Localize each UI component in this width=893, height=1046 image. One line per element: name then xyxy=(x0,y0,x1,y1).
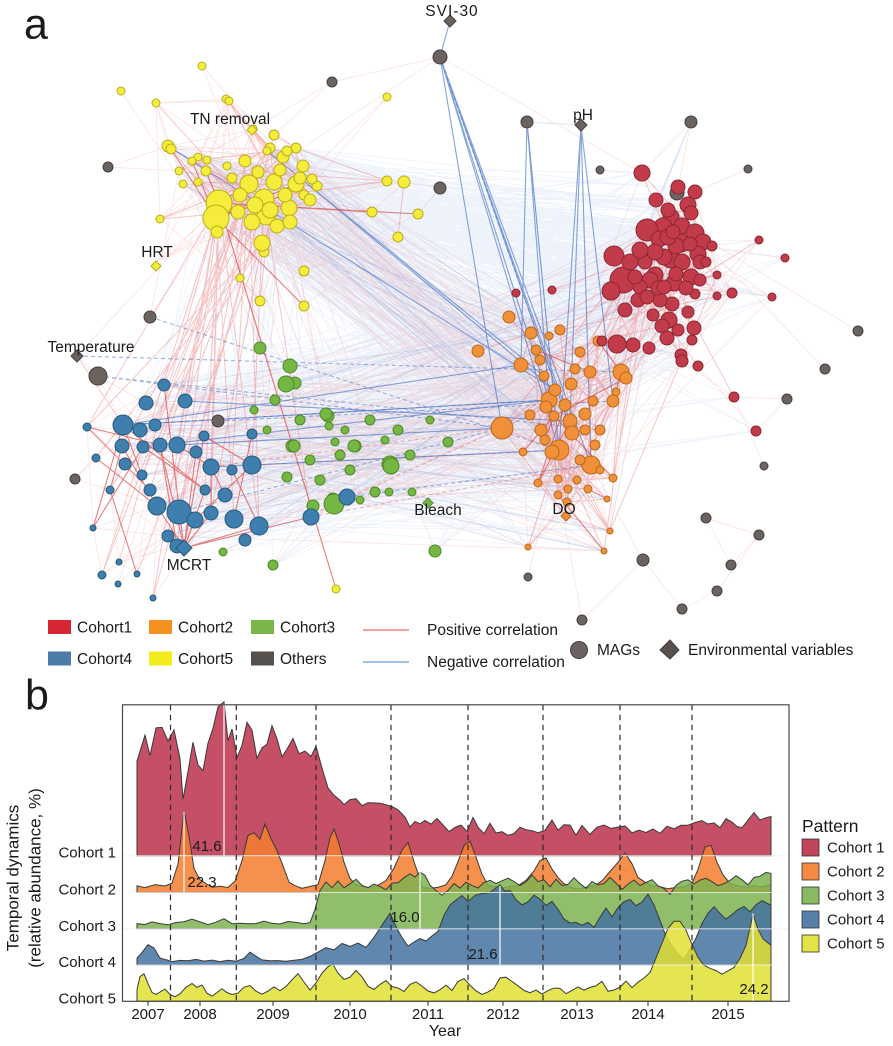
svg-text:2011: 2011 xyxy=(412,1006,444,1023)
svg-text:Cohort1: Cohort1 xyxy=(77,620,132,637)
svg-text:Cohort 5: Cohort 5 xyxy=(58,990,116,1007)
svg-text:Negative correlation: Negative correlation xyxy=(427,654,565,671)
svg-text:TN removal: TN removal xyxy=(190,111,270,128)
svg-text:Cohort 1: Cohort 1 xyxy=(58,845,116,862)
svg-text:Year: Year xyxy=(429,1023,462,1040)
svg-text:2012: 2012 xyxy=(486,1006,519,1023)
svg-text:Cohort2: Cohort2 xyxy=(178,620,233,637)
svg-text:24.2: 24.2 xyxy=(739,981,768,998)
svg-text:Cohort3: Cohort3 xyxy=(280,620,335,637)
svg-text:Temperature: Temperature xyxy=(47,339,134,356)
svg-text:MAGs: MAGs xyxy=(597,642,640,659)
svg-text:MCRT: MCRT xyxy=(167,557,212,574)
svg-text:41.6: 41.6 xyxy=(192,838,221,855)
svg-text:2010: 2010 xyxy=(333,1006,366,1023)
svg-text:Others: Others xyxy=(280,651,327,668)
svg-text:DO: DO xyxy=(552,501,575,518)
svg-text:21.6: 21.6 xyxy=(468,946,497,963)
svg-text:Positive correlation: Positive correlation xyxy=(427,622,558,639)
svg-text:Cohort 2: Cohort 2 xyxy=(827,864,885,881)
svg-text:Environmental variables: Environmental variables xyxy=(688,642,854,659)
svg-text:b: b xyxy=(25,672,49,720)
svg-text:Temporal dynamics: Temporal dynamics xyxy=(4,805,23,951)
svg-text:16.0: 16.0 xyxy=(390,909,419,926)
svg-text:Pattern: Pattern xyxy=(802,816,858,836)
svg-text:Cohort4: Cohort4 xyxy=(77,651,133,668)
svg-text:Cohort 3: Cohort 3 xyxy=(827,888,885,905)
svg-text:Cohort 4: Cohort 4 xyxy=(58,954,116,971)
svg-text:Cohort 2: Cohort 2 xyxy=(58,882,116,899)
svg-text:2008: 2008 xyxy=(183,1006,216,1023)
svg-text:Cohort 5: Cohort 5 xyxy=(827,936,885,953)
svg-text:Cohort 1: Cohort 1 xyxy=(827,840,885,857)
svg-text:Bleach: Bleach xyxy=(414,502,461,519)
svg-text:2014: 2014 xyxy=(631,1006,664,1023)
svg-text:2015: 2015 xyxy=(711,1006,744,1023)
svg-text:HRT: HRT xyxy=(141,244,173,261)
svg-text:SVI-30: SVI-30 xyxy=(425,3,478,20)
svg-text:22.3: 22.3 xyxy=(187,874,216,891)
svg-text:pH: pH xyxy=(573,107,593,124)
svg-text:2007: 2007 xyxy=(131,1006,164,1023)
svg-text:(relative abundance, %): (relative abundance, %) xyxy=(26,788,45,968)
svg-text:Cohort 3: Cohort 3 xyxy=(58,918,116,935)
svg-text:2013: 2013 xyxy=(560,1006,593,1023)
svg-text:2009: 2009 xyxy=(256,1006,289,1023)
svg-text:a: a xyxy=(24,1,48,49)
svg-text:Cohort 4: Cohort 4 xyxy=(827,912,885,929)
svg-text:Cohort5: Cohort5 xyxy=(178,651,233,668)
